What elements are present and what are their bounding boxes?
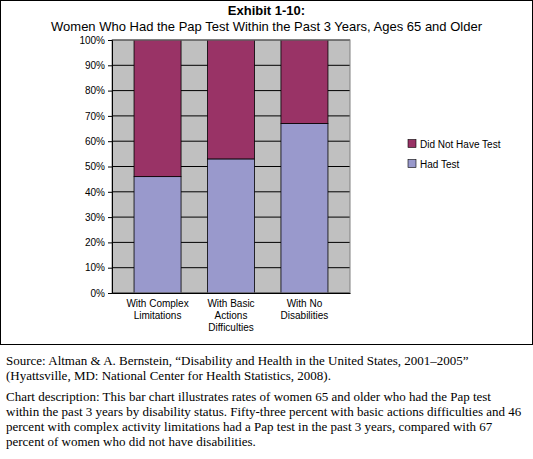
bar	[134, 177, 181, 293]
legend-label: Had Test	[420, 159, 460, 170]
title: Exhibit 1-10:	[228, 3, 305, 18]
bar	[134, 40, 181, 177]
chart: Exhibit 1-10:Women Who Had the Pap Test …	[0, 0, 533, 345]
x-tick-label-line: Disabilities	[281, 310, 329, 321]
x-tick-label: With ComplexLimitations	[126, 298, 188, 321]
plot-background	[112, 40, 350, 293]
subtitle: Women Who Had the Pap Test Within the Pa…	[51, 19, 483, 34]
y-tick: 10%	[85, 262, 112, 273]
annotation: Source: Altman & A. Bernstein, “Disabili…	[6, 353, 527, 383]
legend-swatch	[408, 160, 416, 168]
x-tick: With NoDisabilities	[281, 293, 329, 321]
x-tick: With ComplexLimitations	[126, 293, 188, 321]
y-tick-mark	[108, 116, 112, 117]
y-tick: 40%	[85, 187, 112, 198]
x-tick-label-line: With No	[287, 298, 323, 309]
bar	[281, 40, 328, 123]
y-tick-label: 100%	[79, 35, 105, 46]
plot: 0% 10% 20% 30% 40% 50% 60% 70% 80% 90% 100% With Co…	[79, 35, 350, 333]
y-tick-mark	[108, 293, 112, 294]
legend-label: Did Not Have Test	[420, 139, 501, 150]
y-tick-label: 10%	[85, 262, 105, 273]
bar	[207, 40, 254, 159]
x-tick-label: With NoDisabilities	[281, 298, 329, 321]
x-axis: With ComplexLimitations With BasicActions…	[113, 293, 351, 333]
y-tick-label: 60%	[85, 136, 105, 147]
y-tick-label: 70%	[85, 111, 105, 122]
x-axis-line	[113, 293, 351, 294]
y-tick: 90%	[85, 60, 112, 71]
x-tick: With BasicActionsDifficulties	[207, 293, 254, 333]
y-tick-mark	[108, 91, 112, 92]
y-tick-mark	[108, 141, 112, 142]
y-tick-label: 0%	[91, 288, 106, 299]
y-tick-mark	[108, 167, 112, 168]
y-tick-label: 30%	[85, 212, 105, 223]
x-tick-label-line: Actions	[215, 310, 248, 321]
y-tick-mark	[108, 192, 112, 193]
notes: Source: Altman & A. Bernstein, “Disabili…	[0, 345, 533, 449]
x-tick-label-line: Difficulties	[208, 322, 253, 333]
y-tick: 0%	[91, 288, 112, 299]
y-tick-label: 40%	[85, 187, 105, 198]
bar	[207, 159, 254, 293]
y-tick-label: 50%	[85, 161, 105, 172]
x-tick-label-line: With Complex	[126, 298, 188, 309]
y-tick-label: 80%	[85, 85, 105, 96]
x-tick-label-line: With Basic	[207, 298, 254, 309]
x-tick-label-line: Limitations	[134, 310, 182, 321]
y-tick-label: 90%	[85, 60, 105, 71]
plot-frame	[112, 40, 350, 293]
y-tick: 100%	[79, 35, 112, 46]
chart-border	[1, 1, 533, 345]
y-tick: 50%	[85, 161, 112, 172]
x-tick-label: With BasicActionsDifficulties	[207, 298, 254, 333]
y-tick-label: 20%	[85, 237, 105, 248]
annotation: Chart description: This bar chart illust…	[6, 389, 527, 449]
legend-swatch	[408, 140, 416, 148]
y-tick-mark	[108, 242, 112, 243]
grid	[112, 40, 350, 293]
y-tick-mark	[108, 65, 112, 66]
legend: Did Not Have Test Had Test	[408, 139, 501, 170]
y-axis-line	[108, 41, 113, 294]
y-tick-mark	[108, 268, 112, 269]
y-axis: 0% 10% 20% 30% 40% 50% 60% 70% 80% 90% 100%	[79, 35, 112, 299]
y-tick: 80%	[85, 85, 112, 96]
y-tick: 60%	[85, 136, 112, 147]
y-tick: 70%	[85, 111, 112, 122]
y-tick: 20%	[85, 237, 112, 248]
bars	[134, 40, 328, 293]
y-tick: 30%	[85, 212, 112, 223]
y-tick-mark	[108, 217, 112, 218]
y-tick-mark	[108, 40, 112, 41]
bar	[281, 123, 328, 293]
